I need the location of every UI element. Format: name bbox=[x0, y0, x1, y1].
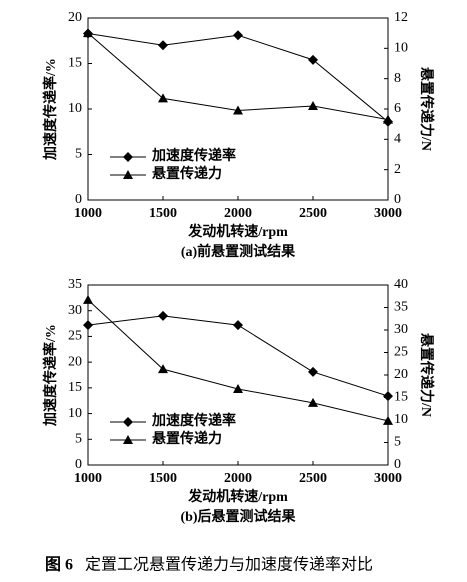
data-point bbox=[383, 114, 393, 124]
legend-label: 悬置传递力 bbox=[151, 165, 222, 182]
y-tick-label: 35 bbox=[68, 277, 82, 292]
legend-label: 悬置传递力 bbox=[151, 430, 222, 447]
y2-axis-title: 悬置传递力/N bbox=[418, 332, 435, 417]
data-point bbox=[83, 28, 93, 38]
data-point bbox=[233, 30, 243, 41]
figure-label: 图 6 bbox=[45, 556, 73, 574]
legend-marker bbox=[123, 152, 133, 162]
y2-axis-title: 悬置传递力/N bbox=[418, 66, 435, 151]
figure-caption: 定置工况悬置传递力与加速度传递率对比 bbox=[85, 556, 373, 574]
y2-tick-label: 25 bbox=[394, 345, 408, 360]
y2-tick-label: 5 bbox=[394, 435, 401, 450]
y2-tick-label: 10 bbox=[394, 41, 408, 56]
x-tick-label: 3000 bbox=[374, 471, 402, 486]
y2-tick-label: 15 bbox=[394, 390, 408, 405]
legend-marker bbox=[123, 170, 133, 179]
y-tick-label: 25 bbox=[68, 329, 82, 344]
data-point bbox=[233, 105, 243, 115]
x-tick-label: 1500 bbox=[149, 471, 177, 486]
data-point bbox=[383, 391, 393, 402]
data-point bbox=[158, 310, 168, 321]
data-point bbox=[83, 320, 93, 331]
legend-label: 加速度传递率 bbox=[151, 412, 236, 429]
y-tick-label: 15 bbox=[68, 56, 82, 71]
y2-tick-label: 35 bbox=[394, 300, 408, 315]
y-tick-label: 20 bbox=[68, 10, 82, 25]
y2-tick-label: 0 bbox=[394, 457, 401, 472]
x-tick-label: 2000 bbox=[224, 206, 252, 221]
data-point bbox=[308, 54, 318, 65]
data-point bbox=[308, 100, 318, 110]
data-point bbox=[158, 93, 168, 103]
y-axis-title: 加速度传递率/% bbox=[42, 58, 59, 161]
y-tick-label: 0 bbox=[75, 457, 82, 472]
y-tick-label: 20 bbox=[68, 354, 82, 369]
x-tick-label: 1000 bbox=[74, 471, 102, 486]
x-tick-label: 1000 bbox=[74, 206, 102, 221]
chart-caption: (b)后悬置测试结果 bbox=[180, 508, 296, 525]
y-tick-label: 5 bbox=[75, 432, 82, 447]
y2-tick-label: 20 bbox=[394, 367, 408, 382]
y2-tick-label: 8 bbox=[394, 71, 401, 86]
data-point bbox=[83, 294, 93, 304]
x-axis-title: 发动机转速/rpm bbox=[187, 488, 288, 505]
chart-caption: (a)前悬置测试结果 bbox=[181, 243, 296, 260]
y2-tick-label: 6 bbox=[394, 101, 401, 116]
x-tick-label: 2500 bbox=[299, 471, 327, 486]
y-tick-label: 10 bbox=[68, 406, 82, 421]
x-tick-label: 1500 bbox=[149, 206, 177, 221]
legend-marker bbox=[123, 435, 133, 444]
data-point bbox=[158, 364, 168, 374]
data-point bbox=[233, 320, 243, 331]
y-tick-label: 30 bbox=[68, 303, 82, 318]
y2-tick-label: 4 bbox=[394, 132, 401, 147]
y-axis-title: 加速度传递率/% bbox=[42, 324, 59, 427]
x-tick-label: 3000 bbox=[374, 206, 402, 221]
y2-tick-label: 2 bbox=[394, 162, 401, 177]
y-tick-label: 15 bbox=[68, 380, 82, 395]
y-tick-label: 5 bbox=[75, 147, 82, 162]
y2-tick-label: 12 bbox=[394, 10, 408, 25]
legend-label: 加速度传递率 bbox=[151, 147, 236, 164]
legend-marker bbox=[123, 417, 133, 427]
y-tick-label: 0 bbox=[75, 192, 82, 207]
x-tick-label: 2000 bbox=[224, 471, 252, 486]
plot-frame bbox=[87, 284, 389, 466]
data-point bbox=[383, 415, 393, 425]
data-point bbox=[158, 40, 168, 51]
x-axis-title: 发动机转速/rpm bbox=[187, 223, 288, 240]
y2-tick-label: 0 bbox=[394, 192, 401, 207]
y2-tick-label: 10 bbox=[394, 412, 408, 427]
y-tick-label: 10 bbox=[68, 101, 82, 116]
data-point bbox=[308, 366, 318, 377]
series-line bbox=[87, 299, 389, 422]
data-point bbox=[233, 383, 243, 393]
y2-tick-label: 30 bbox=[394, 322, 408, 337]
data-point bbox=[308, 397, 318, 407]
y2-tick-label: 40 bbox=[394, 277, 408, 292]
x-tick-label: 2500 bbox=[299, 206, 327, 221]
